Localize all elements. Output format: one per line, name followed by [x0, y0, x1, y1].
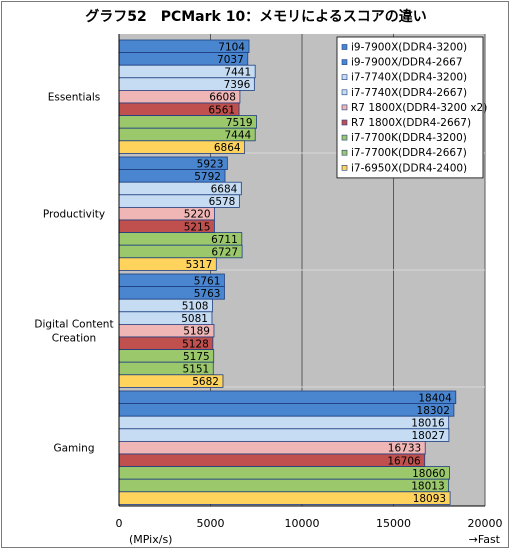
data-label: 7104 — [218, 41, 245, 53]
data-label: 6864 — [214, 142, 241, 154]
data-label: 5151 — [183, 364, 210, 376]
data-label: 5923 — [197, 158, 224, 170]
bar — [118, 466, 450, 480]
data-label: 5763 — [194, 288, 221, 300]
legend-box — [336, 36, 484, 179]
data-label: 7444 — [224, 130, 251, 142]
data-label: 5317 — [186, 259, 213, 271]
data-label: 5081 — [181, 313, 208, 325]
category-label: Essentials — [48, 92, 101, 104]
legend-label: i7-6950X(DDR4-2400) — [351, 162, 467, 174]
bar — [118, 491, 451, 505]
data-label: 6608 — [209, 92, 236, 104]
category-label-line: Essentials — [48, 92, 101, 104]
legend-swatch — [341, 149, 348, 156]
legend-label: i9-7900X(DDR4-3200) — [351, 42, 467, 54]
data-label: 7396 — [224, 79, 251, 91]
data-label: 5220 — [184, 209, 211, 221]
legend-swatch — [341, 134, 348, 141]
x-tick-label: 10000 — [285, 517, 320, 530]
legend-label: i9-7900X/DDR4-2667 — [351, 57, 463, 69]
data-label: 18027 — [411, 430, 444, 442]
data-label: 18404 — [418, 392, 452, 404]
data-label: 6727 — [211, 247, 238, 259]
axes: 0 5000 10000 15000 20000 (MPix/s) →Fast Essenti… — [34, 34, 503, 546]
data-label: 7441 — [224, 67, 251, 79]
chart-title: グラフ52 PCMark 10：メモリによるスコアの違い — [85, 9, 427, 25]
bar — [118, 428, 450, 442]
legend-swatch — [341, 119, 348, 126]
data-label: 7519 — [226, 117, 253, 129]
legend-label: i7-7740X(DDR4-2667) — [351, 87, 467, 99]
data-label: 5128 — [182, 338, 209, 350]
x-tick-label: 20000 — [468, 517, 503, 530]
data-label: 18093 — [413, 493, 446, 505]
legend-swatch — [341, 44, 348, 50]
bar — [118, 478, 450, 493]
data-label: 5215 — [184, 221, 211, 233]
category-label-line: Gaming — [53, 443, 94, 455]
direction-label: →Fast — [469, 533, 501, 546]
data-label: 6578 — [209, 196, 236, 208]
bar — [118, 403, 455, 417]
x-tick-label: 0 — [116, 517, 123, 530]
bar — [118, 390, 457, 405]
data-label: 5189 — [183, 326, 210, 338]
bar — [118, 440, 426, 455]
category-label: Productivity — [43, 209, 105, 221]
data-label: 5682 — [192, 376, 219, 388]
data-label: 7037 — [217, 54, 244, 66]
legend-label: i7-7700K(DDR4-3200) — [351, 132, 467, 144]
category-label-line: Productivity — [43, 209, 105, 221]
data-label: 5108 — [182, 301, 209, 313]
data-label: 18302 — [417, 405, 450, 417]
data-label: 16706 — [387, 455, 421, 467]
legend-swatch — [341, 74, 348, 80]
data-label: 6684 — [211, 184, 238, 196]
legend-swatch — [341, 165, 348, 171]
legend: i9-7900X(DDR4-3200) i9-7900X/DDR4-2667 i7-… — [336, 36, 487, 179]
legend-swatch — [341, 59, 348, 65]
data-label: 5761 — [194, 275, 221, 287]
legend-swatch — [341, 89, 348, 96]
data-label: 16733 — [388, 443, 421, 455]
category-label-line: Digital Content — [34, 319, 113, 331]
category-label: Gaming — [53, 443, 94, 455]
bar — [118, 415, 450, 430]
data-label: 6711 — [211, 234, 238, 246]
legend-label: R7 1800X(DDR4-3200 x2) — [351, 102, 487, 114]
data-label: 5792 — [194, 171, 221, 183]
legend-swatch — [341, 104, 348, 111]
data-label: 5175 — [183, 351, 210, 363]
bar — [118, 453, 426, 468]
legend-label: R7 1800X(DDR4-2667) — [351, 117, 471, 129]
legend-label: i7-7700K(DDR4-2667) — [351, 147, 467, 159]
x-tick-label: 15000 — [376, 517, 411, 530]
data-label: 6561 — [208, 104, 235, 116]
data-label: 18016 — [411, 418, 445, 430]
x-tick-label: 5000 — [197, 517, 225, 530]
data-label: 18013 — [411, 481, 444, 493]
category-label: Digital Content Creation — [34, 319, 113, 345]
data-label: 18060 — [412, 468, 445, 480]
x-axis-label: (MPix/s) — [129, 533, 172, 546]
legend-label: i7-7740X(DDR4-3200) — [351, 72, 467, 84]
category-label-line: Creation — [52, 333, 96, 345]
